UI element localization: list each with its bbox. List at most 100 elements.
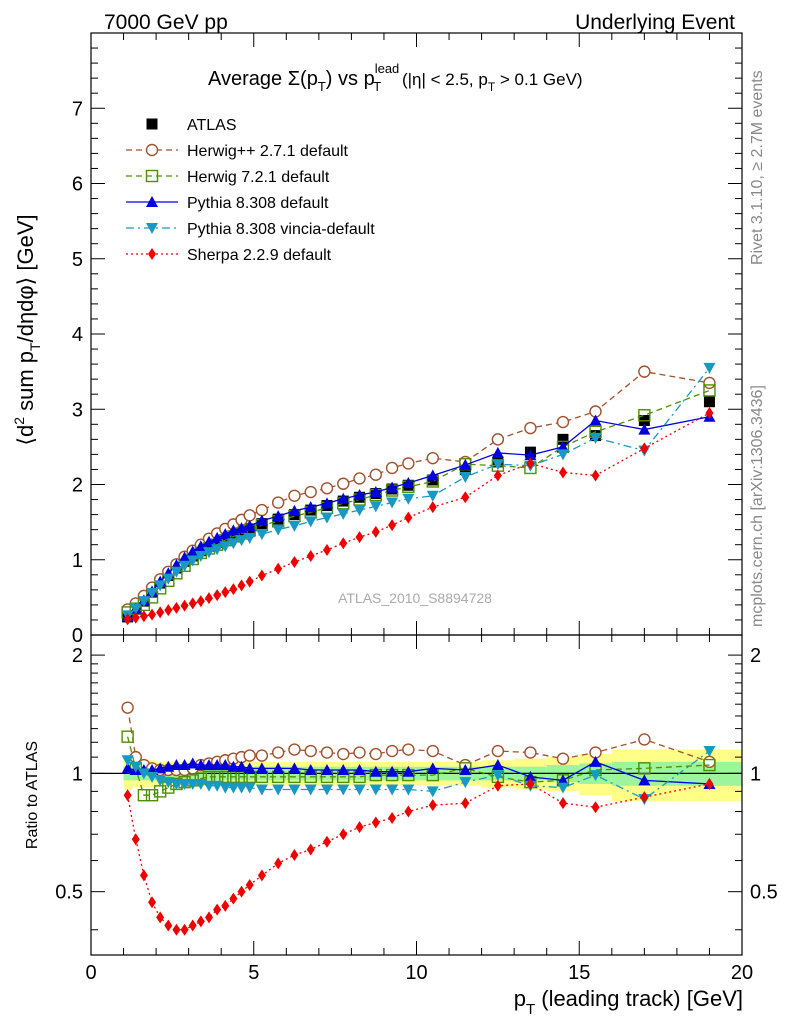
data-point	[243, 519, 256, 531]
data-point	[320, 512, 333, 524]
data-point	[304, 764, 317, 776]
data-point	[229, 892, 238, 905]
data-point	[461, 491, 470, 504]
data-point	[211, 759, 224, 771]
data-point	[638, 365, 651, 378]
data-point	[121, 755, 134, 767]
data-point	[491, 433, 505, 446]
data-point	[137, 768, 150, 780]
legend: ATLAS Herwig++ 2.7.1 default Herwig 7.2.1 …	[126, 117, 375, 264]
data-point	[123, 613, 132, 626]
data-point	[255, 784, 268, 796]
data-point	[290, 848, 299, 861]
data-point	[426, 786, 439, 798]
ratio-tick-label-right: 1	[750, 763, 761, 785]
data-point	[121, 701, 134, 714]
watermark: ATLAS_2010_S8894728	[338, 590, 492, 606]
main-panel-background	[91, 33, 742, 635]
data-point	[556, 782, 569, 794]
data-point	[202, 759, 215, 771]
data-point	[491, 744, 505, 758]
data-point	[369, 501, 382, 513]
y-tick-label: 3	[72, 399, 83, 421]
data-point	[178, 778, 191, 790]
mcplots-label: mcplots.cern.ch [arXiv:1306.3436]	[749, 385, 766, 627]
data-point	[188, 597, 197, 610]
data-point	[337, 508, 350, 520]
data-point	[388, 811, 397, 824]
data-point	[154, 580, 167, 592]
data-point	[556, 440, 569, 452]
header-left: 7000 GeV pp	[104, 11, 228, 34]
data-point	[493, 779, 502, 792]
legend-marker	[145, 143, 159, 157]
data-point	[194, 759, 207, 771]
rivet-label: Rivet 3.1.10, ≥ 2.7M events	[749, 70, 766, 265]
data-point	[304, 485, 317, 499]
data-point	[703, 384, 716, 397]
ratio-panel-series	[121, 701, 716, 936]
data-point	[272, 762, 285, 774]
legend-marker	[146, 118, 158, 130]
data-point	[589, 414, 602, 426]
data-point	[235, 760, 248, 772]
data-point	[186, 778, 199, 790]
data-point	[404, 511, 413, 524]
data-point	[172, 601, 181, 614]
data-point	[139, 869, 148, 882]
data-point	[148, 608, 157, 621]
data-point	[524, 770, 537, 782]
legend-marker	[148, 248, 156, 260]
series-line	[126, 783, 710, 931]
data-point	[243, 532, 256, 544]
data-point	[145, 789, 159, 802]
data-point	[211, 531, 224, 543]
data-point	[146, 771, 159, 783]
data-point	[255, 762, 268, 774]
plot-title: Average Σ(pT) vs plead T (|η| < 2.5, pT >…	[208, 61, 583, 94]
data-point	[491, 446, 504, 458]
data-point	[524, 746, 537, 759]
data-point	[255, 503, 269, 517]
data-point	[337, 764, 350, 776]
data-point	[703, 362, 716, 374]
data-point	[491, 459, 504, 471]
axes: 0 1 2 3 4 5 6 7 0 5 10 15 20 0.5 0.5 1 1 2 2	[55, 32, 778, 984]
data-point	[272, 510, 285, 522]
data-point	[385, 461, 399, 475]
data-point	[402, 457, 415, 470]
data-point	[180, 599, 189, 612]
y-axis-label: ⟨d2 sum pT/dηdφ⟩ [GeV]	[11, 214, 43, 445]
data-point	[219, 541, 232, 553]
data-point	[589, 432, 602, 444]
data-point	[255, 749, 269, 762]
data-point	[388, 519, 397, 532]
data-point	[589, 770, 602, 782]
data-point	[153, 785, 167, 798]
data-point	[355, 821, 364, 834]
y-tick-label: 7	[72, 98, 83, 120]
data-point	[272, 524, 285, 536]
data-point	[369, 784, 382, 796]
data-point	[257, 569, 266, 582]
header-right: Underlying Event	[575, 11, 735, 34]
x-axis-label: pT (leading track) [GeV]	[514, 986, 743, 1018]
ratio-tick-label: 0.5	[55, 882, 83, 904]
y-tick-label: 1	[72, 550, 83, 572]
data-point	[274, 562, 283, 575]
data-point	[402, 784, 415, 796]
data-point	[322, 543, 331, 556]
data-point	[320, 482, 334, 495]
data-point	[272, 784, 285, 796]
data-point	[243, 749, 256, 762]
data-point	[402, 765, 415, 777]
data-point	[337, 477, 350, 490]
data-point	[243, 509, 256, 522]
data-point	[170, 566, 183, 578]
data-point	[304, 501, 317, 513]
data-point	[137, 789, 151, 802]
data-point	[355, 531, 364, 544]
ratio-tick-label: 2	[72, 645, 83, 667]
data-point	[703, 376, 716, 390]
data-point	[172, 923, 181, 936]
